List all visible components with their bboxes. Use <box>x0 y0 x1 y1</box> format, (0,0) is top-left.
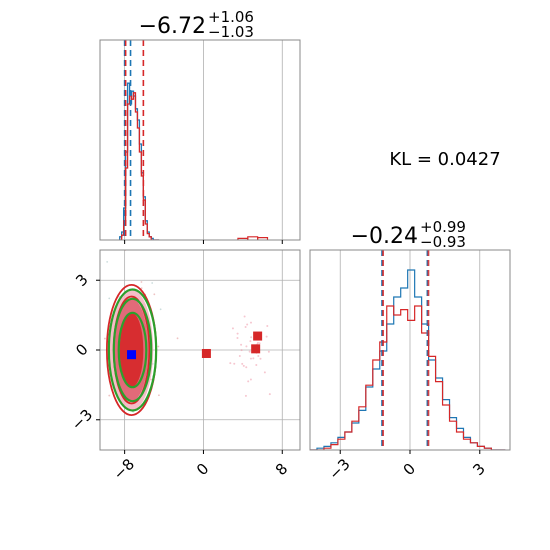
hist-param2-x-ticks: −3 0 3 <box>325 450 489 483</box>
x-tick-label: 0 <box>400 460 419 479</box>
joint-y-ticks: 3 0 −3 <box>68 270 100 434</box>
scatter-point <box>236 336 239 339</box>
x-tick-label: −3 <box>325 455 353 483</box>
scatter-point <box>243 315 246 318</box>
hist-param1-title-minus: −1.03 <box>208 23 254 41</box>
hist-param1-title-median: −6.72 <box>139 14 206 39</box>
joint-content <box>104 250 271 417</box>
x-tick-label: −8 <box>110 455 138 483</box>
scatter-point <box>244 394 247 397</box>
scatter-point <box>255 363 258 366</box>
red-square-marker <box>253 331 263 341</box>
scatter-point <box>157 345 160 348</box>
scatter-point <box>140 287 143 290</box>
scatter-point <box>247 380 250 383</box>
hist-param2-title-plus: +0.99 <box>420 218 466 236</box>
y-tick-label: −3 <box>68 406 96 434</box>
x-tick-label: 3 <box>469 460 488 479</box>
hist-tail-bin <box>257 237 269 240</box>
scatter-point <box>245 366 248 369</box>
scatter-point <box>176 337 179 340</box>
red-square-marker <box>201 348 211 358</box>
scatter-point <box>240 349 243 352</box>
scatter-point <box>153 293 156 296</box>
scatter-point <box>238 355 241 358</box>
scatter-point <box>151 282 154 284</box>
scatter-point <box>108 394 111 397</box>
scatter-point <box>267 350 270 353</box>
hist-series-red <box>310 305 506 450</box>
joint-x-ticks: −8 0 8 <box>110 450 291 483</box>
contour-line-green <box>112 297 153 403</box>
scatter-point <box>158 394 160 397</box>
scatter-point <box>150 378 153 381</box>
hist-param1-quantiles <box>123 40 145 240</box>
scatter-point <box>240 343 243 346</box>
hist-param2-title-median: −0.24 <box>351 224 418 249</box>
contour-line-green <box>117 311 148 389</box>
hist-param1-ticks <box>124 240 283 244</box>
x-tick-label: 8 <box>272 460 291 479</box>
scatter-point <box>108 297 111 300</box>
contour-line-green <box>107 288 158 412</box>
scatter-point <box>236 332 239 335</box>
scatter-point <box>250 336 253 339</box>
y-tick-label: 3 <box>72 270 91 289</box>
scatter-point <box>248 350 251 353</box>
scatter-point <box>140 281 143 283</box>
scatter-point <box>266 324 269 327</box>
scatter-point <box>106 260 109 263</box>
scatter-point <box>233 362 236 365</box>
hist-param1-grid <box>124 40 283 240</box>
kl-annotation: KL = 0.0427 <box>389 149 500 170</box>
scatter-point <box>265 335 268 338</box>
joint-panel: −8 0 8 3 0 −3 <box>68 249 301 483</box>
hist-param2-title-minus: −0.93 <box>420 233 466 251</box>
scatter-point <box>268 393 271 396</box>
scatter-point <box>246 323 249 326</box>
scatter-point <box>229 362 232 365</box>
scatter-point <box>242 364 245 367</box>
hist-param2-grid <box>339 250 481 450</box>
hist-param1-frame <box>99 39 301 241</box>
scatter-point <box>258 342 261 345</box>
y-tick-label: 0 <box>72 340 91 359</box>
hist-series-blue <box>310 269 506 450</box>
red-square-marker <box>251 344 261 354</box>
scatter-point <box>231 327 234 330</box>
contour-fill <box>119 312 144 388</box>
scatter-point <box>241 362 244 365</box>
scatter-point <box>257 354 260 357</box>
hist-param2-quantiles <box>381 250 430 450</box>
hist-param1-bars <box>119 82 269 240</box>
scatter-point <box>263 371 266 374</box>
hist-param1-panel: −6.72 +1.06 −1.03 <box>99 8 301 244</box>
hist-param2-bars <box>310 269 506 450</box>
scatter-point <box>249 321 252 324</box>
hist-param1-title-plus: +1.06 <box>208 8 254 26</box>
hist-series-red <box>119 92 160 240</box>
scatter-point <box>249 357 252 360</box>
scatter-point <box>104 337 106 340</box>
scatter-point <box>259 357 262 360</box>
hist-param2-panel: −0.24 +0.99 −0.93 −3 0 3 <box>309 218 511 483</box>
scatter-point <box>249 340 252 343</box>
scatter-point <box>245 345 248 348</box>
blue-square-marker <box>127 350 137 360</box>
scatter-point <box>159 308 162 311</box>
scatter-point <box>252 357 255 360</box>
scatter-point <box>244 326 247 329</box>
x-tick-label: 0 <box>193 460 212 479</box>
scatter-point <box>249 378 252 381</box>
